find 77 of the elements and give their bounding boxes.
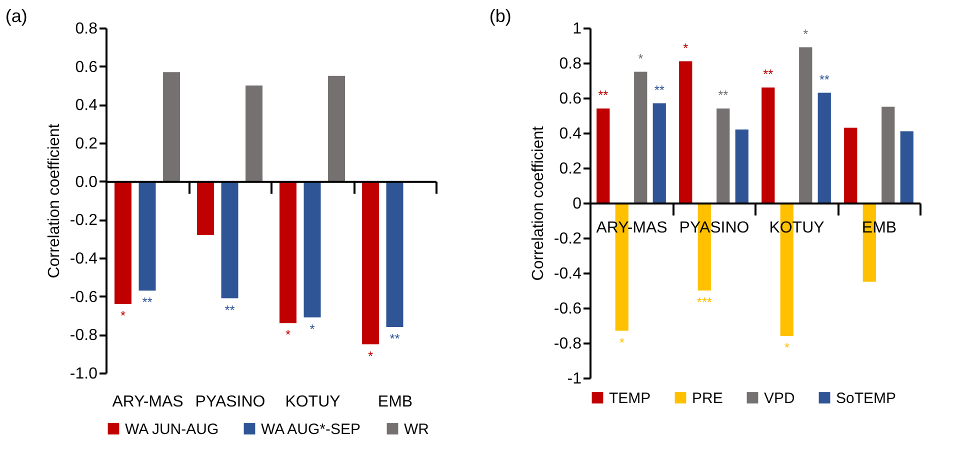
bar <box>634 72 648 203</box>
data-label: * <box>784 340 790 355</box>
chart-title: (a) <box>5 6 28 26</box>
legend-label: WA AUG*-SEP <box>261 420 360 438</box>
legend-label: PRE <box>692 390 723 407</box>
data-label: ** <box>142 294 152 310</box>
data-label: ** <box>598 88 608 102</box>
data-label: * <box>619 334 624 350</box>
y-axis-title: Correlation coefficient <box>530 126 547 281</box>
bar <box>900 131 914 203</box>
y-tick-label: 0.4 <box>559 126 582 142</box>
y-tick-label: 0.6 <box>75 58 98 76</box>
y-tick-label: 1 <box>572 20 582 38</box>
x-tick-label: KOTUY <box>285 394 341 410</box>
data-label: ** <box>718 88 728 102</box>
y-axis-title: Correlation coefficient <box>46 123 63 278</box>
y-tick-label: -0.6 <box>554 300 582 318</box>
legend-label: VPD <box>764 390 796 407</box>
y-tick-label: 0.2 <box>559 160 582 178</box>
y-tick-label: -1 <box>567 370 582 388</box>
y-tick-label: 0.8 <box>559 56 582 72</box>
data-label: * <box>285 327 291 342</box>
x-tick-label: ARY-MAS <box>112 394 184 410</box>
y-tick-label: -0.8 <box>554 336 582 352</box>
data-label: *** <box>696 294 712 310</box>
legend-label: TEMP <box>609 390 651 407</box>
legend-label: SoTEMP <box>836 390 896 407</box>
bar <box>818 92 831 203</box>
x-tick-label: EMB <box>378 394 413 410</box>
data-label: * <box>120 308 126 323</box>
y-tick-label: -0.6 <box>70 288 98 306</box>
bar <box>138 181 156 291</box>
y-tick-label: -0.2 <box>554 230 582 248</box>
bar <box>221 181 238 298</box>
x-tick-label: PYASINO <box>195 394 266 410</box>
y-tick-label: -0.8 <box>70 327 98 344</box>
bar <box>596 108 610 203</box>
data-label: * <box>803 26 808 42</box>
bar <box>735 130 748 203</box>
bar <box>304 181 321 318</box>
bar <box>163 72 180 182</box>
y-tick-label: -0.4 <box>554 266 582 282</box>
y-tick-label: 0.6 <box>559 90 582 108</box>
bar <box>652 103 666 203</box>
data-label: ** <box>390 331 400 346</box>
y-tick-label: -0.4 <box>70 250 98 268</box>
data-label: * <box>368 348 374 364</box>
y-tick-label: 0.8 <box>75 20 98 38</box>
data-label: ** <box>224 302 235 318</box>
data-label: ** <box>763 66 774 82</box>
bar <box>386 181 404 327</box>
y-tick-label: 0.4 <box>75 97 98 114</box>
bar <box>882 106 895 203</box>
y-tick-label: -0.2 <box>70 212 98 230</box>
bar <box>114 181 132 304</box>
bar <box>679 61 692 203</box>
data-label: ** <box>819 72 830 87</box>
data-label: * <box>683 40 688 56</box>
chart-title: (b) <box>489 6 512 26</box>
legend-label: WR <box>404 420 430 438</box>
bar <box>246 86 263 182</box>
data-label: * <box>310 321 315 336</box>
bar <box>716 108 730 203</box>
y-tick-label: 0.0 <box>75 174 98 191</box>
bar <box>844 128 858 203</box>
data-label: * <box>638 50 644 66</box>
legend-label: WA JUN-AUG <box>125 420 219 438</box>
bar <box>799 47 812 203</box>
bar <box>279 181 296 324</box>
bar <box>328 76 346 182</box>
bar <box>762 88 775 203</box>
y-tick-label: -1.0 <box>70 366 98 382</box>
bar <box>196 181 214 235</box>
y-tick-label: 0 <box>572 196 582 212</box>
data-label: ** <box>654 82 664 98</box>
bar <box>362 181 379 344</box>
y-tick-label: 0.2 <box>75 136 98 152</box>
